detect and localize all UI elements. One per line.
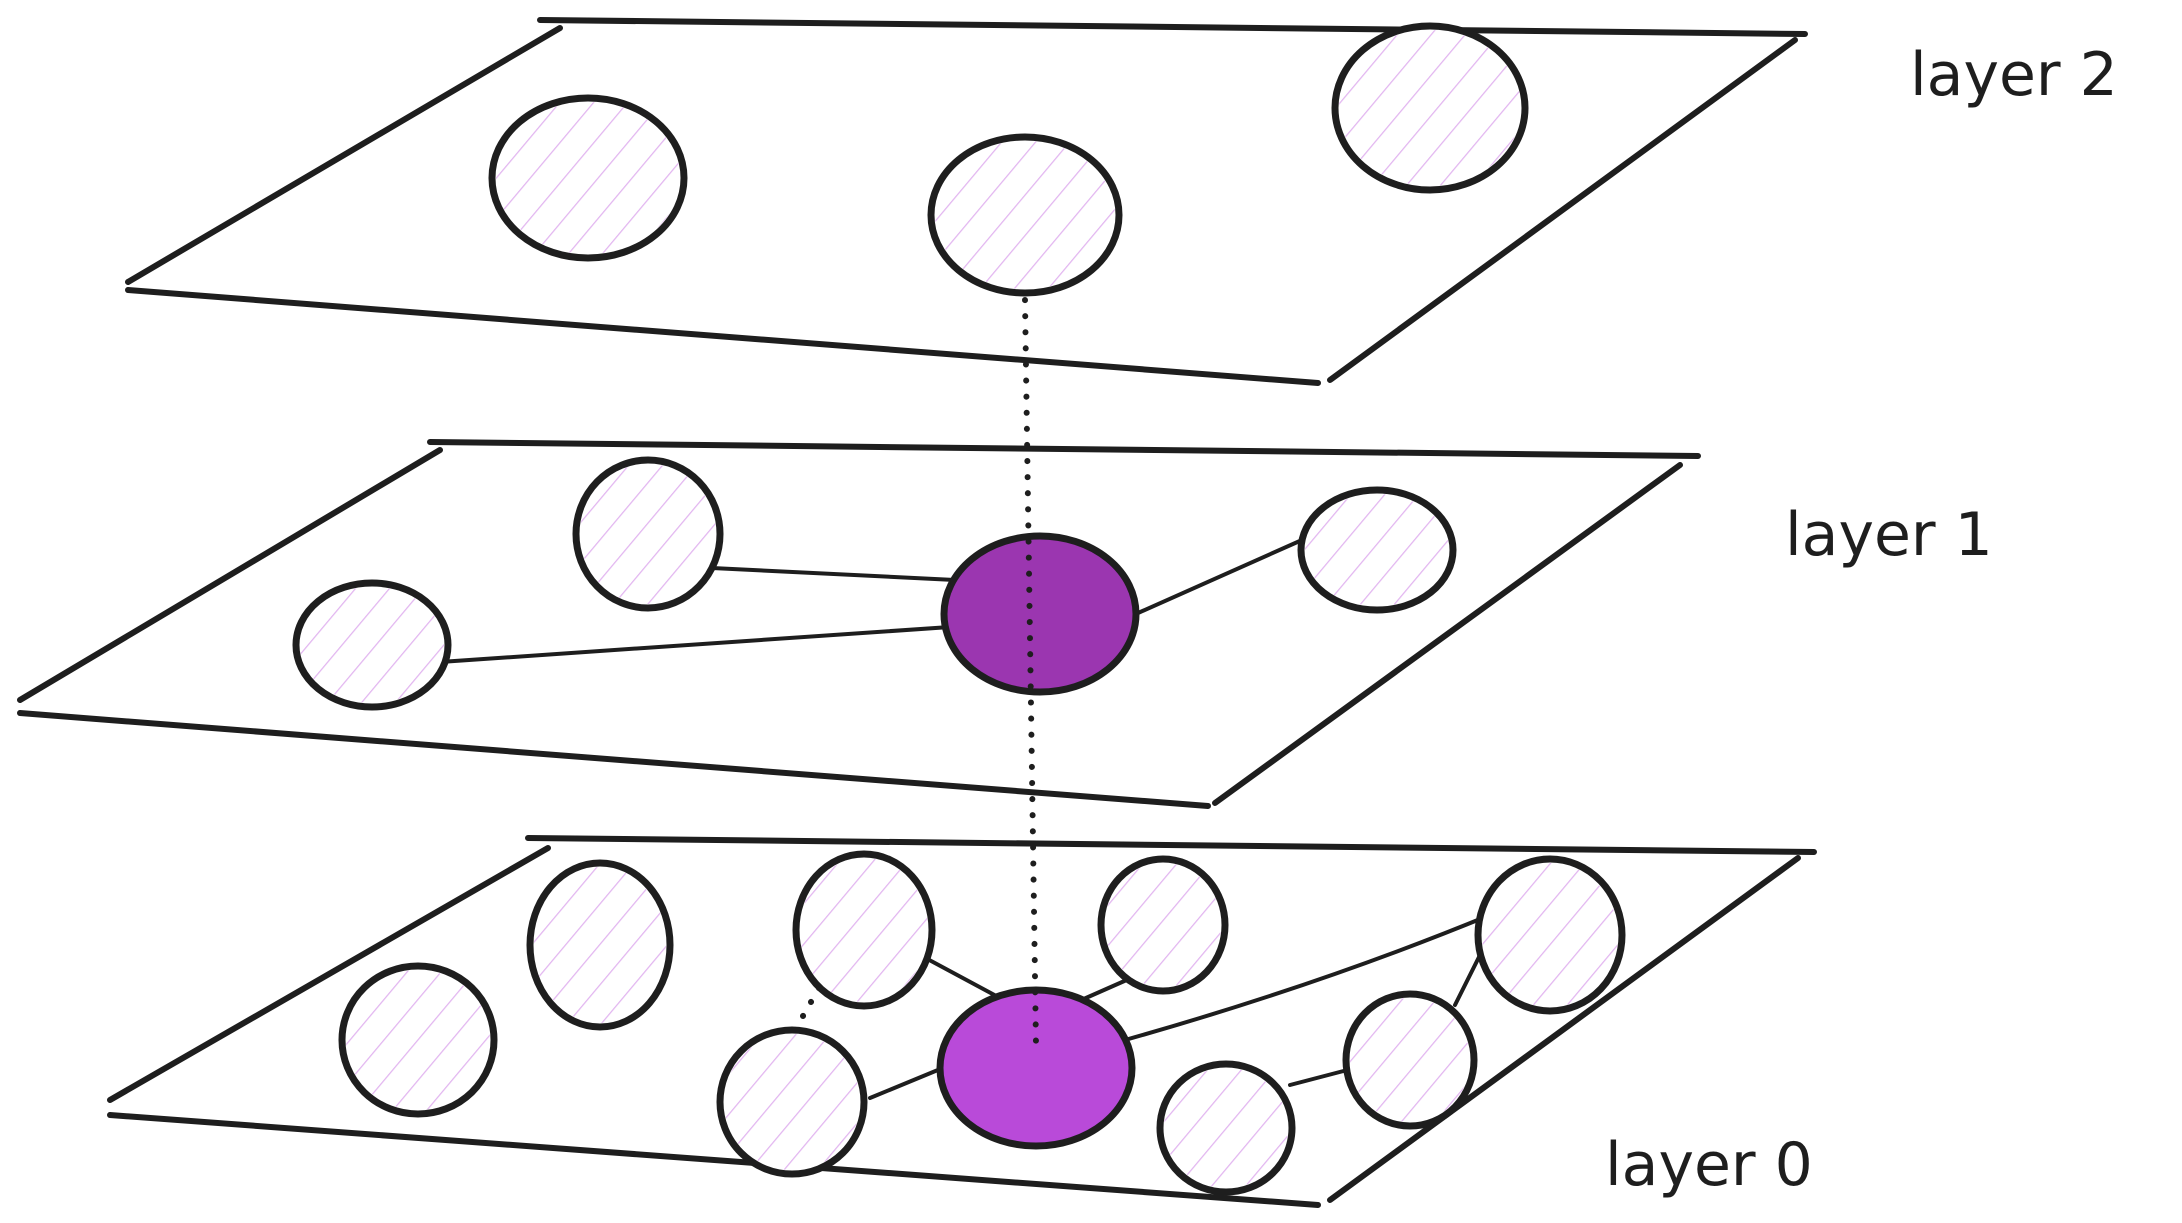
layer-1-edge	[438, 625, 952, 664]
vertical-connector	[1022, 297, 1039, 1048]
layer-2-node	[1331, 22, 1529, 194]
layer-1-edge	[1136, 538, 1304, 615]
layer-0-edge	[1453, 953, 1482, 1007]
layer-2-node	[927, 133, 1123, 297]
layer-0-label: layer 0	[1605, 1130, 1813, 1200]
layer-0-node	[1097, 855, 1229, 995]
layer-1-node	[572, 456, 724, 612]
layer-0-node	[1156, 1060, 1296, 1196]
layer-0-entry-node	[936, 986, 1136, 1150]
layer-0-edge	[1123, 913, 1492, 1042]
layer-2-node	[488, 94, 688, 262]
layer-0-edge	[918, 953, 1002, 1000]
layer-1-node	[1297, 486, 1457, 614]
layer-1-label: layer 1	[1785, 500, 1993, 570]
layer-1-edge	[710, 566, 957, 582]
layer-0-node	[792, 850, 936, 1010]
layer-0-node	[1342, 990, 1478, 1130]
layer-1-entry-node	[940, 532, 1140, 696]
layer-2-label: layer 2	[1910, 40, 2118, 110]
layer-0-node	[1474, 855, 1626, 1015]
layer-1-node	[292, 579, 452, 711]
layer-1-plane	[17, 439, 1701, 809]
layer-2-plane	[125, 17, 1808, 386]
layer-0-node	[338, 962, 498, 1118]
layer-0-node	[716, 1026, 868, 1178]
layer-0-node	[526, 859, 674, 1031]
layer-0-plane	[107, 835, 1817, 1208]
